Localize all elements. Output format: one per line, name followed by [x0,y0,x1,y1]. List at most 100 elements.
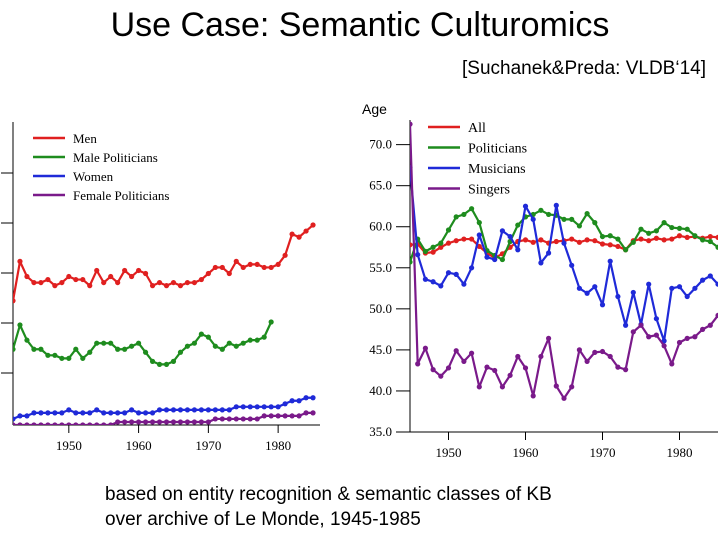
data-point [219,416,225,422]
data-point [669,236,675,242]
data-point [310,395,316,401]
data-point [247,261,253,268]
data-point [676,225,683,231]
data-point [576,239,583,245]
data-point [576,347,583,353]
series-musicians [410,165,718,344]
data-point [268,319,274,325]
data-point [530,393,536,399]
data-point [469,206,475,212]
data-point [219,264,225,271]
data-point [52,422,58,425]
data-point [599,241,606,247]
data-point [410,259,413,265]
data-point [445,240,452,246]
data-point [73,346,79,352]
caption-line-1: based on entity recognition & semantic c… [105,484,552,505]
data-point [453,271,459,277]
series-women [13,395,316,422]
data-point [296,413,302,419]
data-point [561,240,567,246]
data-point [17,422,23,425]
data-point [94,407,100,413]
data-point [254,416,260,422]
data-point [615,364,621,370]
data-point [38,422,44,425]
data-point [700,277,706,283]
data-point [94,422,100,425]
data-point [261,334,267,340]
data-point [499,256,505,263]
slide-title: Use Case: Semantic Culturomics [110,6,610,44]
data-point [31,279,37,286]
data-point [122,267,128,274]
data-point [205,270,211,277]
data-point [24,422,30,425]
data-point [484,364,490,370]
data-point [715,244,718,250]
data-point [692,334,698,340]
data-point [445,365,452,371]
data-point [592,284,598,290]
data-point [52,352,58,358]
caption-line-2: over archive of Le Monde, 1945-1985 [105,509,421,530]
data-point [38,346,44,352]
legend-label-musicians: Musicians [468,162,526,177]
data-point [530,216,536,222]
data-point [13,416,16,422]
data-point [135,340,142,346]
data-point [576,223,583,229]
data-point [80,355,86,361]
data-point [476,384,482,390]
data-point [94,267,100,274]
legend-label-men: Men [73,131,97,146]
y-tick-label: 45.0 [369,342,392,357]
data-point [115,346,121,352]
x-tick-label: 1950 [56,438,82,453]
data-point [31,410,37,416]
data-point [522,237,529,243]
data-point [507,233,513,240]
data-point [692,233,698,239]
data-point [108,340,114,346]
data-point [129,419,135,425]
legend-label-female-politicians: Female Politicians [73,188,169,203]
citation: [Suchanek&Preda: VLDB‘14] [462,58,706,79]
data-point [700,326,706,332]
data-point [149,358,156,364]
y-tick-label: 50.0 [369,301,392,316]
data-point [461,281,467,287]
data-point [38,410,44,416]
data-point [584,211,590,217]
data-point [101,340,107,346]
series-line-singers [410,124,718,400]
data-point [177,349,184,355]
data-point [638,226,644,232]
data-point [275,413,281,419]
data-point [198,419,204,425]
data-point [430,244,436,250]
data-point [59,279,65,286]
data-point [13,346,16,352]
data-point [191,279,198,286]
data-point [303,395,309,401]
legend-label-singers: Singers [468,183,510,198]
data-point [31,422,37,425]
data-point [638,236,644,242]
data-point [275,404,281,410]
data-point [212,264,218,271]
data-point [476,220,482,226]
data-point [205,407,211,413]
data-point [422,248,428,254]
data-point [461,358,467,364]
data-point [623,367,629,373]
data-point [261,404,267,410]
y-tick-label: 40.0 [369,383,392,398]
legend-label-all: All [468,121,486,136]
data-point [122,419,128,425]
y-axis-label: Age [362,101,387,117]
data-point [630,239,636,245]
data-point [646,230,652,236]
data-point [261,264,267,271]
